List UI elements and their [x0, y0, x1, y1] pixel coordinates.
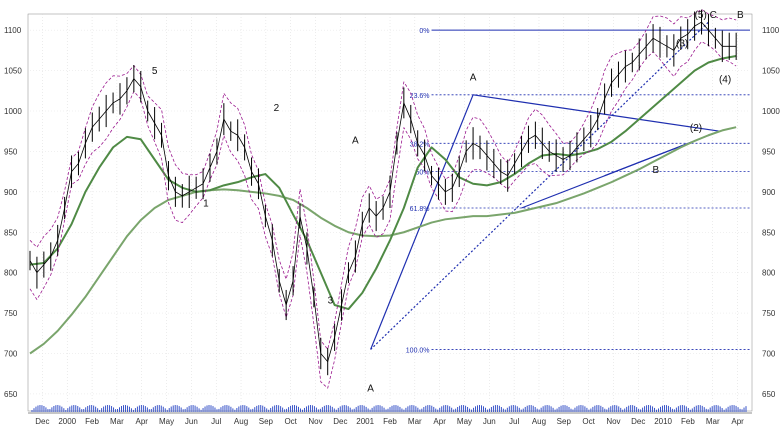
x-tick-label: Dec: [333, 417, 347, 426]
x-tick-label: Apr: [433, 417, 446, 426]
y-tick-label-right: 700: [762, 350, 776, 359]
wave-label: B: [653, 165, 660, 176]
x-tick-label: Feb: [383, 417, 397, 426]
fib-label: 0%: [419, 28, 429, 35]
y-tick-label-right: 650: [762, 390, 776, 399]
fibonacci-levels: 0% 23.6% 38.2% 50% 61.8% 100.0%: [406, 28, 750, 354]
x-tick-label: Apr: [731, 417, 744, 426]
fib-label: 61.8%: [410, 206, 430, 213]
wave-label: (5) C: [695, 10, 717, 21]
fib-label: 100.0%: [406, 347, 430, 354]
x-tick-label: May: [159, 417, 174, 426]
trendline-channel: [370, 21, 709, 350]
x-tick-label: Oct: [582, 417, 595, 426]
x-tick-label: 2000: [58, 417, 76, 426]
x-tick-label: Feb: [681, 417, 695, 426]
y-tick-label-right: 750: [762, 309, 776, 318]
upper-band: [29, 9, 737, 350]
x-tick-label: Mar: [706, 417, 720, 426]
y-tick-label-left: 700: [4, 350, 18, 359]
x-tick-label: Nov: [606, 417, 620, 426]
x-tick-label: Jun: [483, 417, 496, 426]
y-tick-label-right: 900: [762, 188, 776, 197]
trendline-impulse: [370, 94, 474, 350]
y-tick-label-right: 800: [762, 269, 776, 278]
x-tick-label: 2001: [356, 417, 374, 426]
ma-long-line: [29, 126, 737, 355]
moving-average-long: [29, 126, 737, 355]
x-tick-label: May: [457, 417, 472, 426]
x-tick-label: Sep: [557, 417, 572, 426]
wave-label: A: [470, 72, 477, 83]
y-tick-label-left: 950: [4, 147, 18, 156]
x-tick-label: Dec: [35, 417, 49, 426]
price-line: [29, 21, 737, 362]
x-tick-label: Jul: [211, 417, 221, 426]
x-tick-label: Nov: [308, 417, 322, 426]
wave-labels: 5 1 2 3 A A A B (3) (4) (2) (5) C B: [152, 10, 744, 394]
wave-label: A: [367, 383, 374, 394]
x-tick-label: Jun: [185, 417, 198, 426]
y-tick-label-left: 650: [4, 390, 18, 399]
x-tick-label: 2010: [654, 417, 672, 426]
y-tick-label-right: 950: [762, 147, 776, 156]
y-tick-label-right: 1000: [762, 107, 780, 116]
wave-label: 5: [152, 66, 158, 77]
moving-average-short: [29, 55, 737, 311]
y-tick-label-right: 1100: [762, 26, 780, 35]
wave-label: 2: [274, 103, 280, 114]
fib-label: 23.6%: [410, 93, 430, 100]
wave-label: (2): [690, 123, 702, 134]
x-tick-label: Mar: [110, 417, 124, 426]
lower-band: [29, 41, 737, 389]
x-tick-label: Dec: [631, 417, 645, 426]
x-tick-label: Sep: [259, 417, 274, 426]
y-tick-label-left: 900: [4, 188, 18, 197]
x-tick-label: Aug: [234, 417, 248, 426]
x-tick-label: Apr: [135, 417, 148, 426]
wave-label: (4): [719, 75, 731, 86]
wave-label: 3: [328, 295, 334, 306]
wave-label: B: [737, 10, 744, 21]
y-tick-label-right: 850: [762, 228, 776, 237]
wave-label: 1: [203, 198, 209, 209]
x-tick-label: Jul: [509, 417, 519, 426]
y-axis-left-ticks: 1100 1050 1000 950 900 850 800 750 700 650: [4, 26, 22, 399]
x-tick-label: Feb: [85, 417, 99, 426]
x-tick-label: Mar: [408, 417, 422, 426]
y-tick-label-left: 800: [4, 269, 18, 278]
fib-label: 50%: [416, 170, 430, 177]
y-tick-label-left: 750: [4, 309, 18, 318]
price-series: [29, 9, 737, 376]
y-tick-label-right: 1050: [762, 67, 780, 76]
y-tick-label-left: 1100: [4, 26, 22, 35]
trendline-triangle-upper: [472, 94, 720, 132]
y-tick-label-left: 1000: [4, 107, 22, 116]
wave-label: A: [352, 135, 359, 146]
volume-bars: [31, 405, 747, 412]
wave-label: (3): [676, 38, 688, 49]
x-tick-label: Aug: [532, 417, 546, 426]
y-axis-right-ticks: 1100 1050 1000 950 900 850 800 750 700 650: [762, 26, 780, 399]
y-tick-label-left: 1050: [4, 67, 22, 76]
x-axis-ticks: Dec 2000 Feb Mar Apr May Jun Jul Aug Sep Oct Nov Dec…: [28, 412, 752, 426]
x-tick-label: Oct: [284, 417, 297, 426]
fib-label: 38.2%: [410, 141, 430, 148]
y-tick-label-left: 850: [4, 228, 18, 237]
ma-short-line: [29, 55, 737, 311]
envelope-bands: [29, 9, 737, 389]
